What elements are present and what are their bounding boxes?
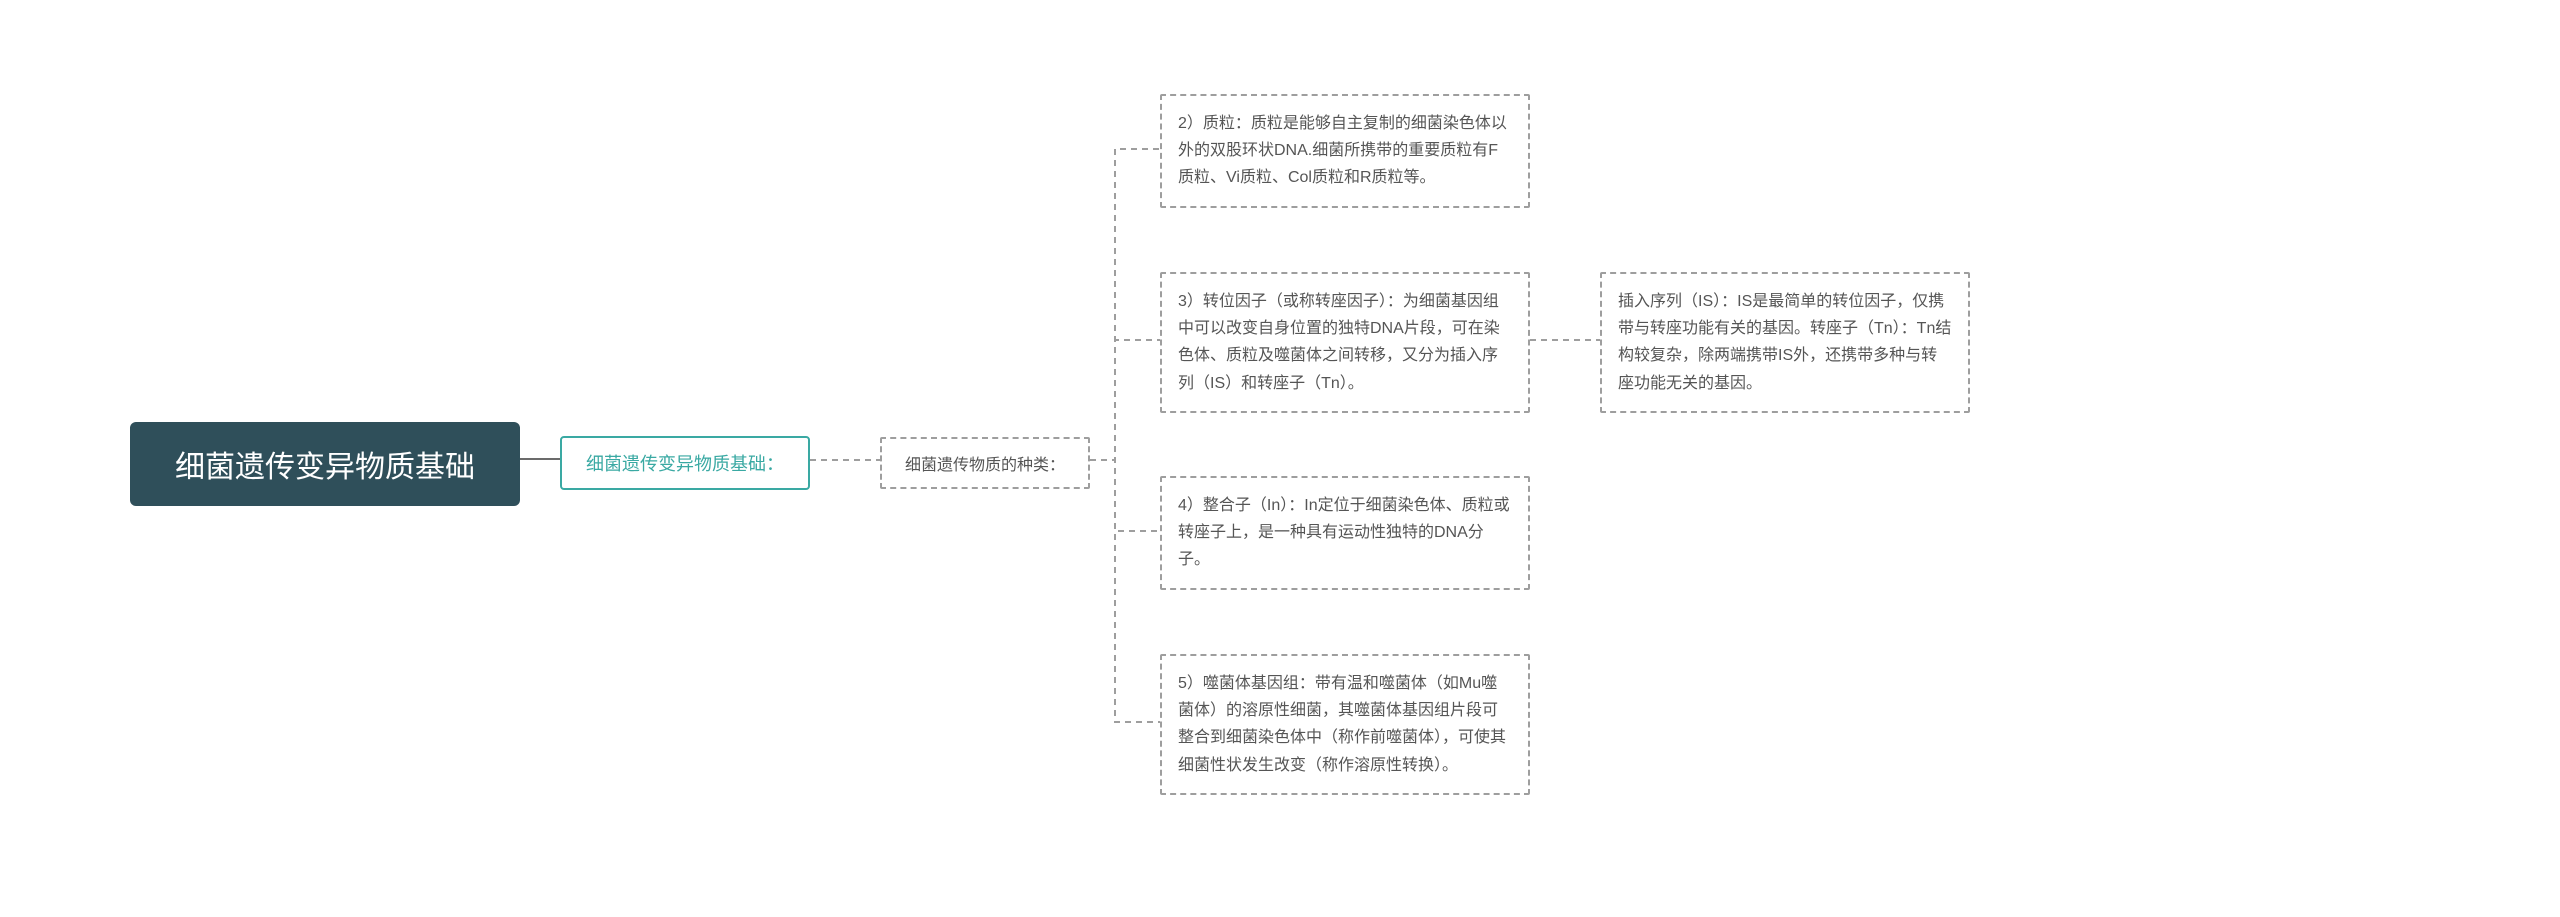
level1-label: 细菌遗传变异物质基础：	[586, 450, 784, 476]
leaf-node-5: 5）噬菌体基因组：带有温和噬菌体（如Mu噬菌体）的溶原性细菌，其噬菌体基因组片段…	[1160, 654, 1530, 795]
sub-leaf-label: 插入序列（IS）：IS是最简单的转位因子，仅携带与转座功能有关的基因。转座子（T…	[1618, 293, 1951, 392]
leaf-node-2: 2）质粒：质粒是能够自主复制的细菌染色体以外的双股环状DNA.细菌所携带的重要质…	[1160, 94, 1530, 208]
leaf-node-3: 3）转位因子（或称转座因子）：为细菌基因组中可以改变自身位置的独特DNA片段，可…	[1160, 272, 1530, 413]
sub-leaf-node: 插入序列（IS）：IS是最简单的转位因子，仅携带与转座功能有关的基因。转座子（T…	[1600, 272, 1970, 413]
root-node: 细菌遗传变异物质基础	[130, 422, 520, 506]
level2-label: 细菌遗传物质的种类：	[905, 451, 1065, 475]
leaf-label: 5）噬菌体基因组：带有温和噬菌体（如Mu噬菌体）的溶原性细菌，其噬菌体基因组片段…	[1178, 675, 1506, 774]
level2-node: 细菌遗传物质的种类：	[880, 437, 1090, 489]
leaf-label: 3）转位因子（或称转座因子）：为细菌基因组中可以改变自身位置的独特DNA片段，可…	[1178, 293, 1500, 392]
level1-node: 细菌遗传变异物质基础：	[560, 436, 810, 490]
leaf-label: 4）整合子（In）：In定位于细菌染色体、质粒或转座子上，是一种具有运动性独特的…	[1178, 497, 1510, 568]
leaf-node-4: 4）整合子（In）：In定位于细菌染色体、质粒或转座子上，是一种具有运动性独特的…	[1160, 476, 1530, 590]
leaf-label: 2）质粒：质粒是能够自主复制的细菌染色体以外的双股环状DNA.细菌所携带的重要质…	[1178, 115, 1507, 186]
root-label: 细菌遗传变异物质基础	[175, 442, 475, 486]
